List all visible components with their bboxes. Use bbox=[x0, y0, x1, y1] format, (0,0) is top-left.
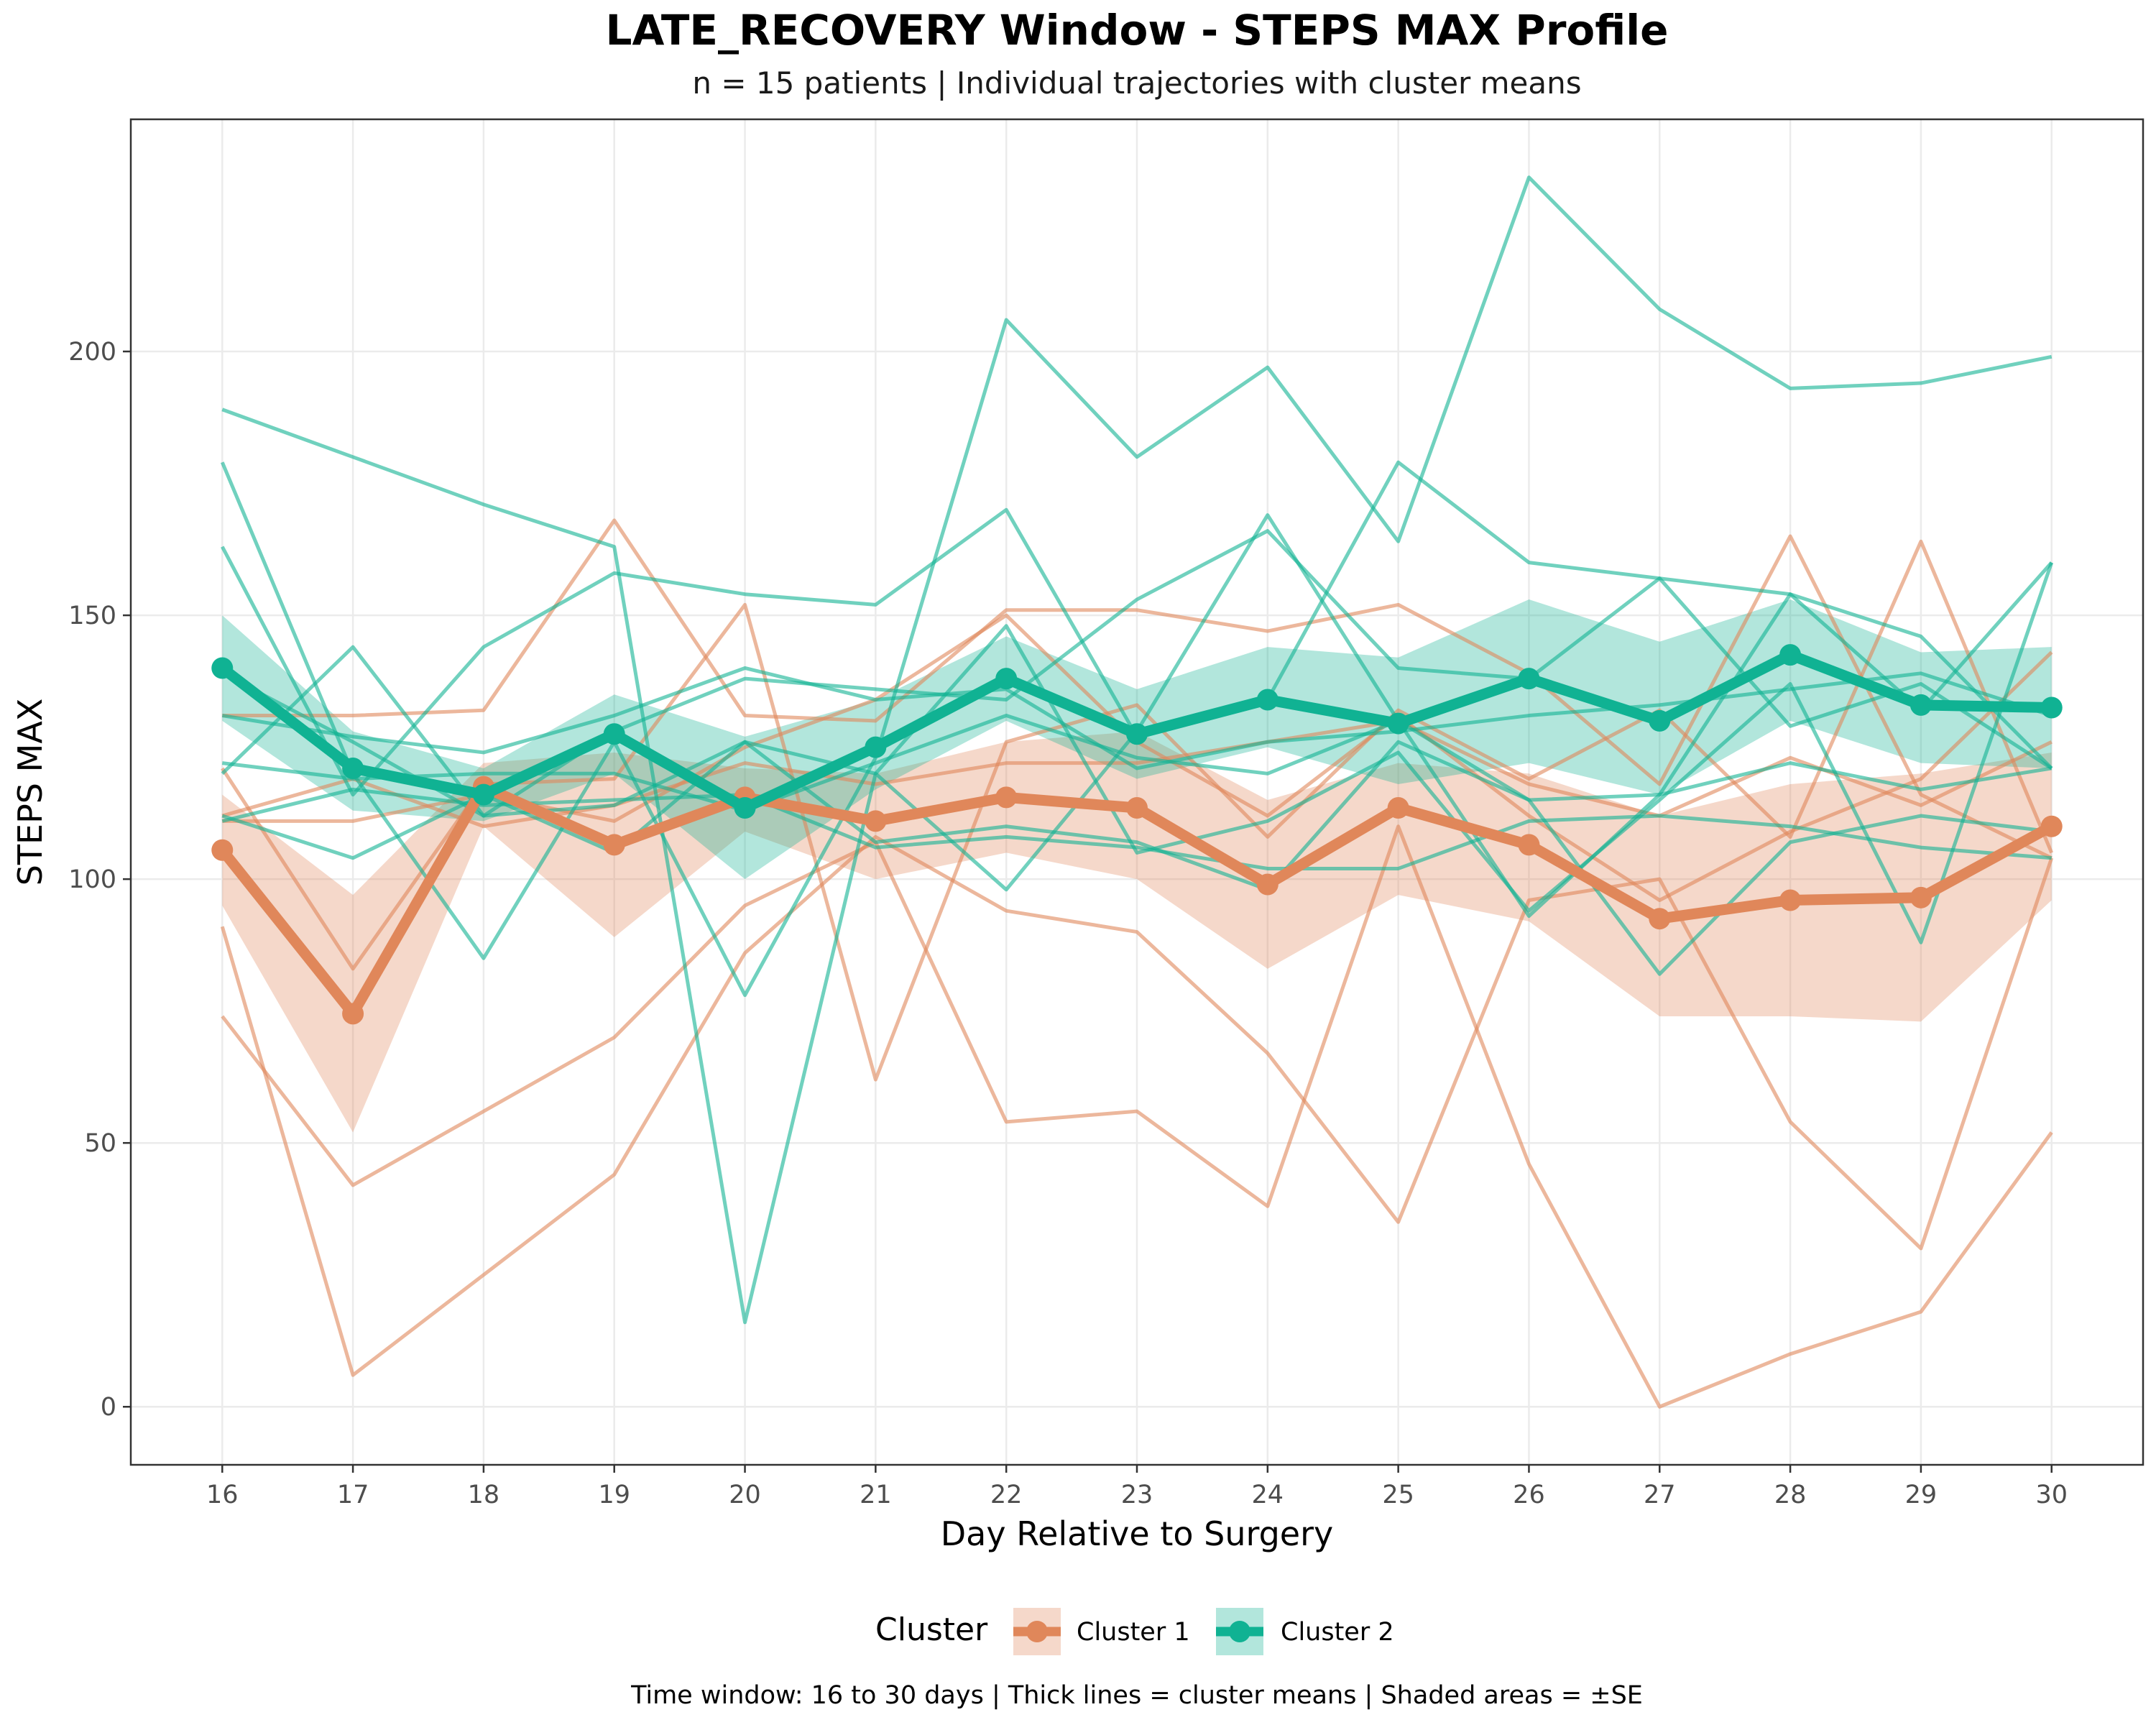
x-tick-label: 27 bbox=[1644, 1481, 1676, 1509]
cluster-1-mean-point bbox=[1779, 889, 1802, 911]
cluster-2-mean-point bbox=[734, 797, 756, 819]
x-tick-label: 23 bbox=[1121, 1481, 1153, 1509]
x-tick-label: 20 bbox=[729, 1481, 761, 1509]
legend: Cluster Cluster 1 Cluster 2 bbox=[875, 1608, 1394, 1655]
x-tick-label: 22 bbox=[990, 1481, 1023, 1509]
cluster-2-mean-point bbox=[1387, 712, 1409, 735]
cluster-1-patient-line-6 bbox=[221, 719, 2053, 829]
legend-title: Cluster bbox=[875, 1611, 988, 1648]
grid bbox=[131, 119, 2143, 1465]
chart-subtitle: n = 15 patients | Individual trajectorie… bbox=[692, 65, 1581, 101]
chart-caption: Time window: 16 to 30 days | Thick lines… bbox=[630, 1681, 1643, 1710]
x-tick-label: 26 bbox=[1513, 1481, 1545, 1509]
cluster-2-patient-line-2 bbox=[220, 175, 2053, 998]
x-tick-label: 19 bbox=[598, 1481, 630, 1509]
x-tick-label: 18 bbox=[468, 1481, 500, 1509]
x-axis: 16 17 18 19 20 21 22 23 24 25 26 27 28 29 30 bbox=[206, 1465, 2068, 1509]
x-tick-label: 17 bbox=[337, 1481, 369, 1509]
cluster-1-patient-line-2 bbox=[221, 824, 2053, 1409]
cluster-2-mean-point bbox=[472, 783, 494, 806]
cluster-2-mean-point bbox=[1649, 709, 1671, 732]
cluster-1-mean-point bbox=[1387, 797, 1409, 819]
cluster-2-mean-point bbox=[1518, 668, 1540, 690]
legend-item-cluster-1: Cluster 1 bbox=[1013, 1608, 1190, 1655]
cluster-2-mean-point bbox=[1779, 644, 1802, 666]
plot-area bbox=[129, 118, 2145, 1466]
cluster-1-mean-point bbox=[1256, 873, 1279, 896]
cluster-1-mean-point bbox=[603, 834, 625, 856]
cluster-2-mean-point bbox=[1256, 689, 1279, 711]
x-tick-label: 29 bbox=[1905, 1481, 1938, 1509]
cluster-1-mean-point bbox=[1126, 797, 1148, 819]
cluster-1-mean-point bbox=[865, 810, 887, 832]
cluster-1-patient-line-1 bbox=[220, 834, 2054, 1377]
cluster-2-mean-point bbox=[1909, 694, 1932, 716]
cluster-1-mean-point bbox=[211, 839, 234, 861]
legend-label-cluster-1: Cluster 1 bbox=[1077, 1618, 1190, 1647]
cluster-1-patient-line-3 bbox=[222, 518, 2053, 860]
x-tick-label: 25 bbox=[1382, 1481, 1414, 1509]
cluster-2-mean-point bbox=[865, 736, 887, 758]
y-tick-label: 200 bbox=[68, 338, 116, 367]
cluster-2-mean-point bbox=[2040, 696, 2063, 719]
x-tick-label: 30 bbox=[2035, 1481, 2068, 1509]
cluster-2-patient-line-9 bbox=[221, 666, 2053, 770]
cluster-2-mean-point bbox=[342, 757, 364, 779]
cluster-1-mean-point bbox=[342, 1003, 364, 1025]
x-tick-label: 21 bbox=[860, 1481, 892, 1509]
cluster-2-mean-point bbox=[995, 668, 1018, 690]
x-tick-label: 16 bbox=[206, 1481, 239, 1509]
cluster-2-mean-point bbox=[1126, 723, 1148, 745]
cluster-2-patient-line-8 bbox=[221, 671, 2053, 976]
legend-key-cluster-2-point bbox=[1229, 1621, 1250, 1642]
cluster-1-mean-point bbox=[2040, 815, 2063, 837]
cluster-2-mean-point bbox=[603, 723, 625, 745]
y-tick-label: 50 bbox=[84, 1129, 116, 1158]
cluster-1-mean-point bbox=[995, 786, 1018, 809]
y-tick-label: 150 bbox=[68, 602, 116, 630]
x-axis-title: Day Relative to Surgery bbox=[941, 1514, 1333, 1553]
chart-title: LATE_RECOVERY Window - STEPS MAX Profile bbox=[606, 6, 1669, 55]
cluster-1-se-band bbox=[222, 731, 2052, 1133]
cluster-1-patient-line-4 bbox=[221, 539, 2054, 1082]
y-tick-label: 0 bbox=[101, 1393, 116, 1422]
y-axis: 0 50 100 150 200 bbox=[68, 338, 131, 1422]
cluster-1-mean-point bbox=[1909, 886, 1932, 908]
cluster-2-mean-point bbox=[211, 657, 234, 679]
cluster-means bbox=[211, 644, 2063, 1025]
y-tick-label: 100 bbox=[68, 865, 116, 894]
legend-label-cluster-2: Cluster 2 bbox=[1281, 1618, 1394, 1647]
cluster-1-mean-point bbox=[1518, 834, 1540, 856]
x-tick-label: 28 bbox=[1774, 1481, 1807, 1509]
cluster-1-mean-point bbox=[1649, 908, 1671, 930]
x-tick-label: 24 bbox=[1252, 1481, 1284, 1509]
legend-item-cluster-2: Cluster 2 bbox=[1216, 1608, 1394, 1655]
y-axis-title: STEPS MAX bbox=[11, 699, 50, 886]
legend-key-cluster-1-point bbox=[1026, 1621, 1048, 1642]
